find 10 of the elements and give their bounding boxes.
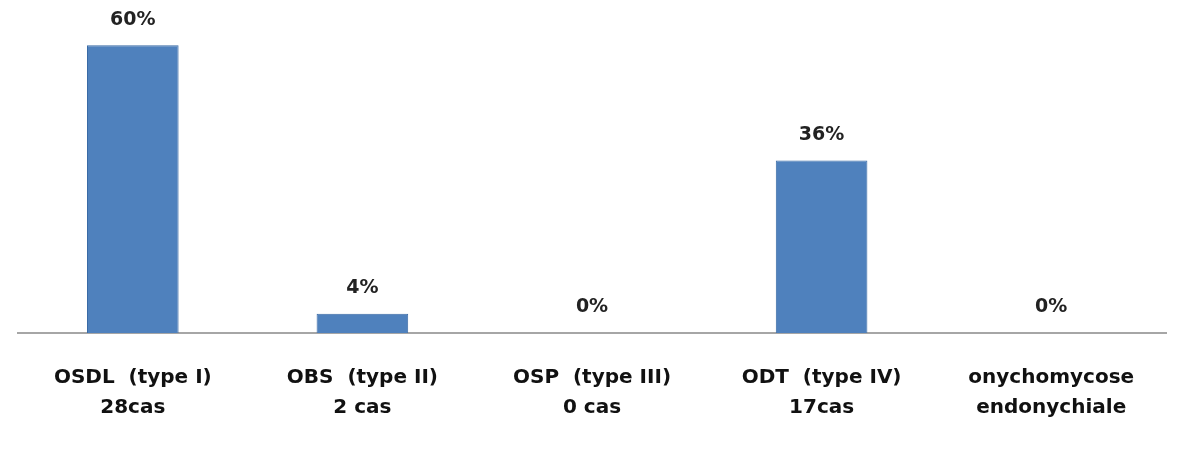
x-tick-label: onychomycose endonychiale [968, 364, 1135, 419]
data-label: 36% [798, 121, 845, 144]
data-label: 4% [346, 275, 379, 298]
x-tick-label: OSDL (type I) 28cas [53, 364, 212, 419]
x-tick-label: OBS (type II) 2 cas [286, 364, 438, 419]
data-label: 0% [1035, 294, 1068, 317]
data-label: 0% [575, 294, 609, 317]
x-tick-label: OSP (type III) 0 cas [512, 364, 672, 419]
x-tick-label: ODT (type IV) 17cas [741, 364, 902, 419]
data-label: 60% [110, 6, 156, 29]
